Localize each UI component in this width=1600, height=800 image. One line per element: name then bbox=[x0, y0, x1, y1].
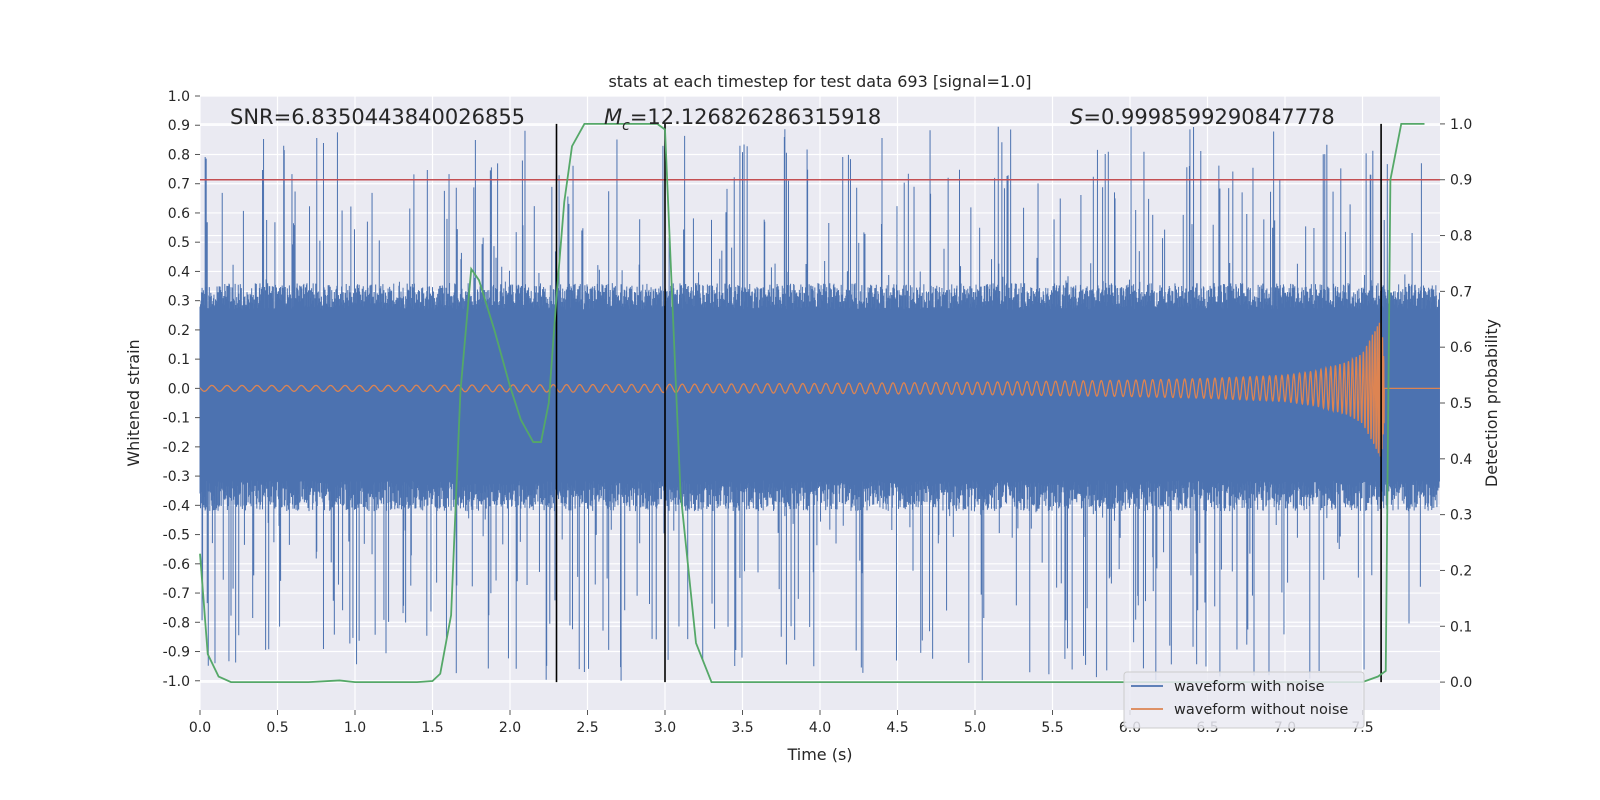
legend-box bbox=[1123, 671, 1365, 729]
left-tick-label: -0.8 bbox=[163, 615, 190, 631]
right-tick-label: 0.8 bbox=[1450, 229, 1472, 245]
left-tick-label: -0.3 bbox=[163, 469, 190, 485]
y-axis-label-right: Detection probability bbox=[1482, 319, 1501, 487]
left-tick-label: -0.5 bbox=[163, 528, 190, 544]
signal-waveform-series bbox=[199, 320, 1440, 457]
right-ticks: 1.0 0.9 0.8 0.7 0.6 0.5 0.4 0.3 0.2 0.1 0.0 bbox=[1440, 117, 1472, 691]
x-tick-label: 4.0 bbox=[809, 720, 831, 736]
left-tick-label: -0.9 bbox=[163, 645, 190, 661]
right-tick-label: 0.3 bbox=[1450, 508, 1472, 524]
x-tick-label: 0.5 bbox=[266, 720, 288, 736]
x-axis-label: Time (s) bbox=[786, 745, 852, 764]
left-tick-label: 0.4 bbox=[168, 264, 190, 280]
left-tick-label: -0.7 bbox=[163, 586, 190, 602]
left-tick-label: 0.2 bbox=[168, 323, 190, 339]
left-tick-label: 0.9 bbox=[168, 118, 190, 134]
right-tick-label: 0.7 bbox=[1450, 284, 1472, 300]
left-tick-label: 1.0 bbox=[168, 89, 190, 105]
left-tick-label: 0.0 bbox=[168, 381, 190, 397]
right-tick-label: 0.0 bbox=[1450, 675, 1472, 691]
left-tick-label: 0.3 bbox=[168, 294, 190, 310]
x-tick-label: 3.5 bbox=[731, 720, 753, 736]
right-tick-label: 0.6 bbox=[1450, 340, 1472, 356]
right-tick-label: 0.2 bbox=[1450, 563, 1472, 579]
x-tick-label: 2.5 bbox=[576, 720, 598, 736]
x-tick-label: 5.0 bbox=[964, 720, 986, 736]
x-tick-label: 3.0 bbox=[654, 720, 676, 736]
y-axis-label-left: Whitened strain bbox=[124, 339, 143, 466]
legend: waveform with noise waveform without noi… bbox=[1123, 671, 1365, 729]
x-tick-label: 1.0 bbox=[344, 720, 366, 736]
left-tick-label: 0.7 bbox=[168, 177, 190, 193]
left-ticks: 1.0 0.9 0.8 0.7 0.6 0.5 0.4 0.3 0.2 0.1 0.0 -0.1 -0.… bbox=[163, 89, 200, 690]
left-tick-label: -1.0 bbox=[163, 674, 190, 690]
chirp-mass-annotation: Mc=12.126826286315918 bbox=[604, 105, 881, 134]
left-tick-label: -0.6 bbox=[163, 557, 190, 573]
left-tick-label: -0.1 bbox=[163, 411, 190, 427]
chart-title: stats at each timestep for test data 693… bbox=[608, 72, 1031, 91]
right-tick-label: 0.9 bbox=[1450, 173, 1472, 189]
left-tick-label: 0.5 bbox=[168, 235, 190, 251]
left-tick-label: 0.6 bbox=[168, 206, 190, 222]
right-tick-label: 0.4 bbox=[1450, 452, 1472, 468]
left-tick-label: -0.4 bbox=[163, 498, 190, 514]
left-tick-label: -0.2 bbox=[163, 440, 190, 456]
right-tick-label: 0.5 bbox=[1450, 396, 1472, 412]
score-annotation: S=0.9998599290847778 bbox=[1070, 105, 1335, 129]
left-tick-label: 0.1 bbox=[168, 352, 190, 368]
vertical-markers bbox=[555, 123, 1382, 683]
x-tick-label: 1.5 bbox=[421, 720, 443, 736]
right-tick-label: 1.0 bbox=[1450, 117, 1472, 133]
right-tick-label: 0.1 bbox=[1450, 619, 1472, 635]
x-tick-label: 2.0 bbox=[499, 720, 521, 736]
left-tick-label: 0.8 bbox=[168, 147, 190, 163]
x-tick-label: 0.0 bbox=[189, 720, 211, 736]
x-tick-label: 5.5 bbox=[1041, 720, 1063, 736]
legend-label-noise: waveform with noise bbox=[1174, 679, 1325, 695]
snr-annotation: SNR=6.8350443840026855 bbox=[230, 105, 525, 129]
x-tick-label: 4.5 bbox=[886, 720, 908, 736]
legend-label-signal: waveform without noise bbox=[1174, 702, 1348, 718]
